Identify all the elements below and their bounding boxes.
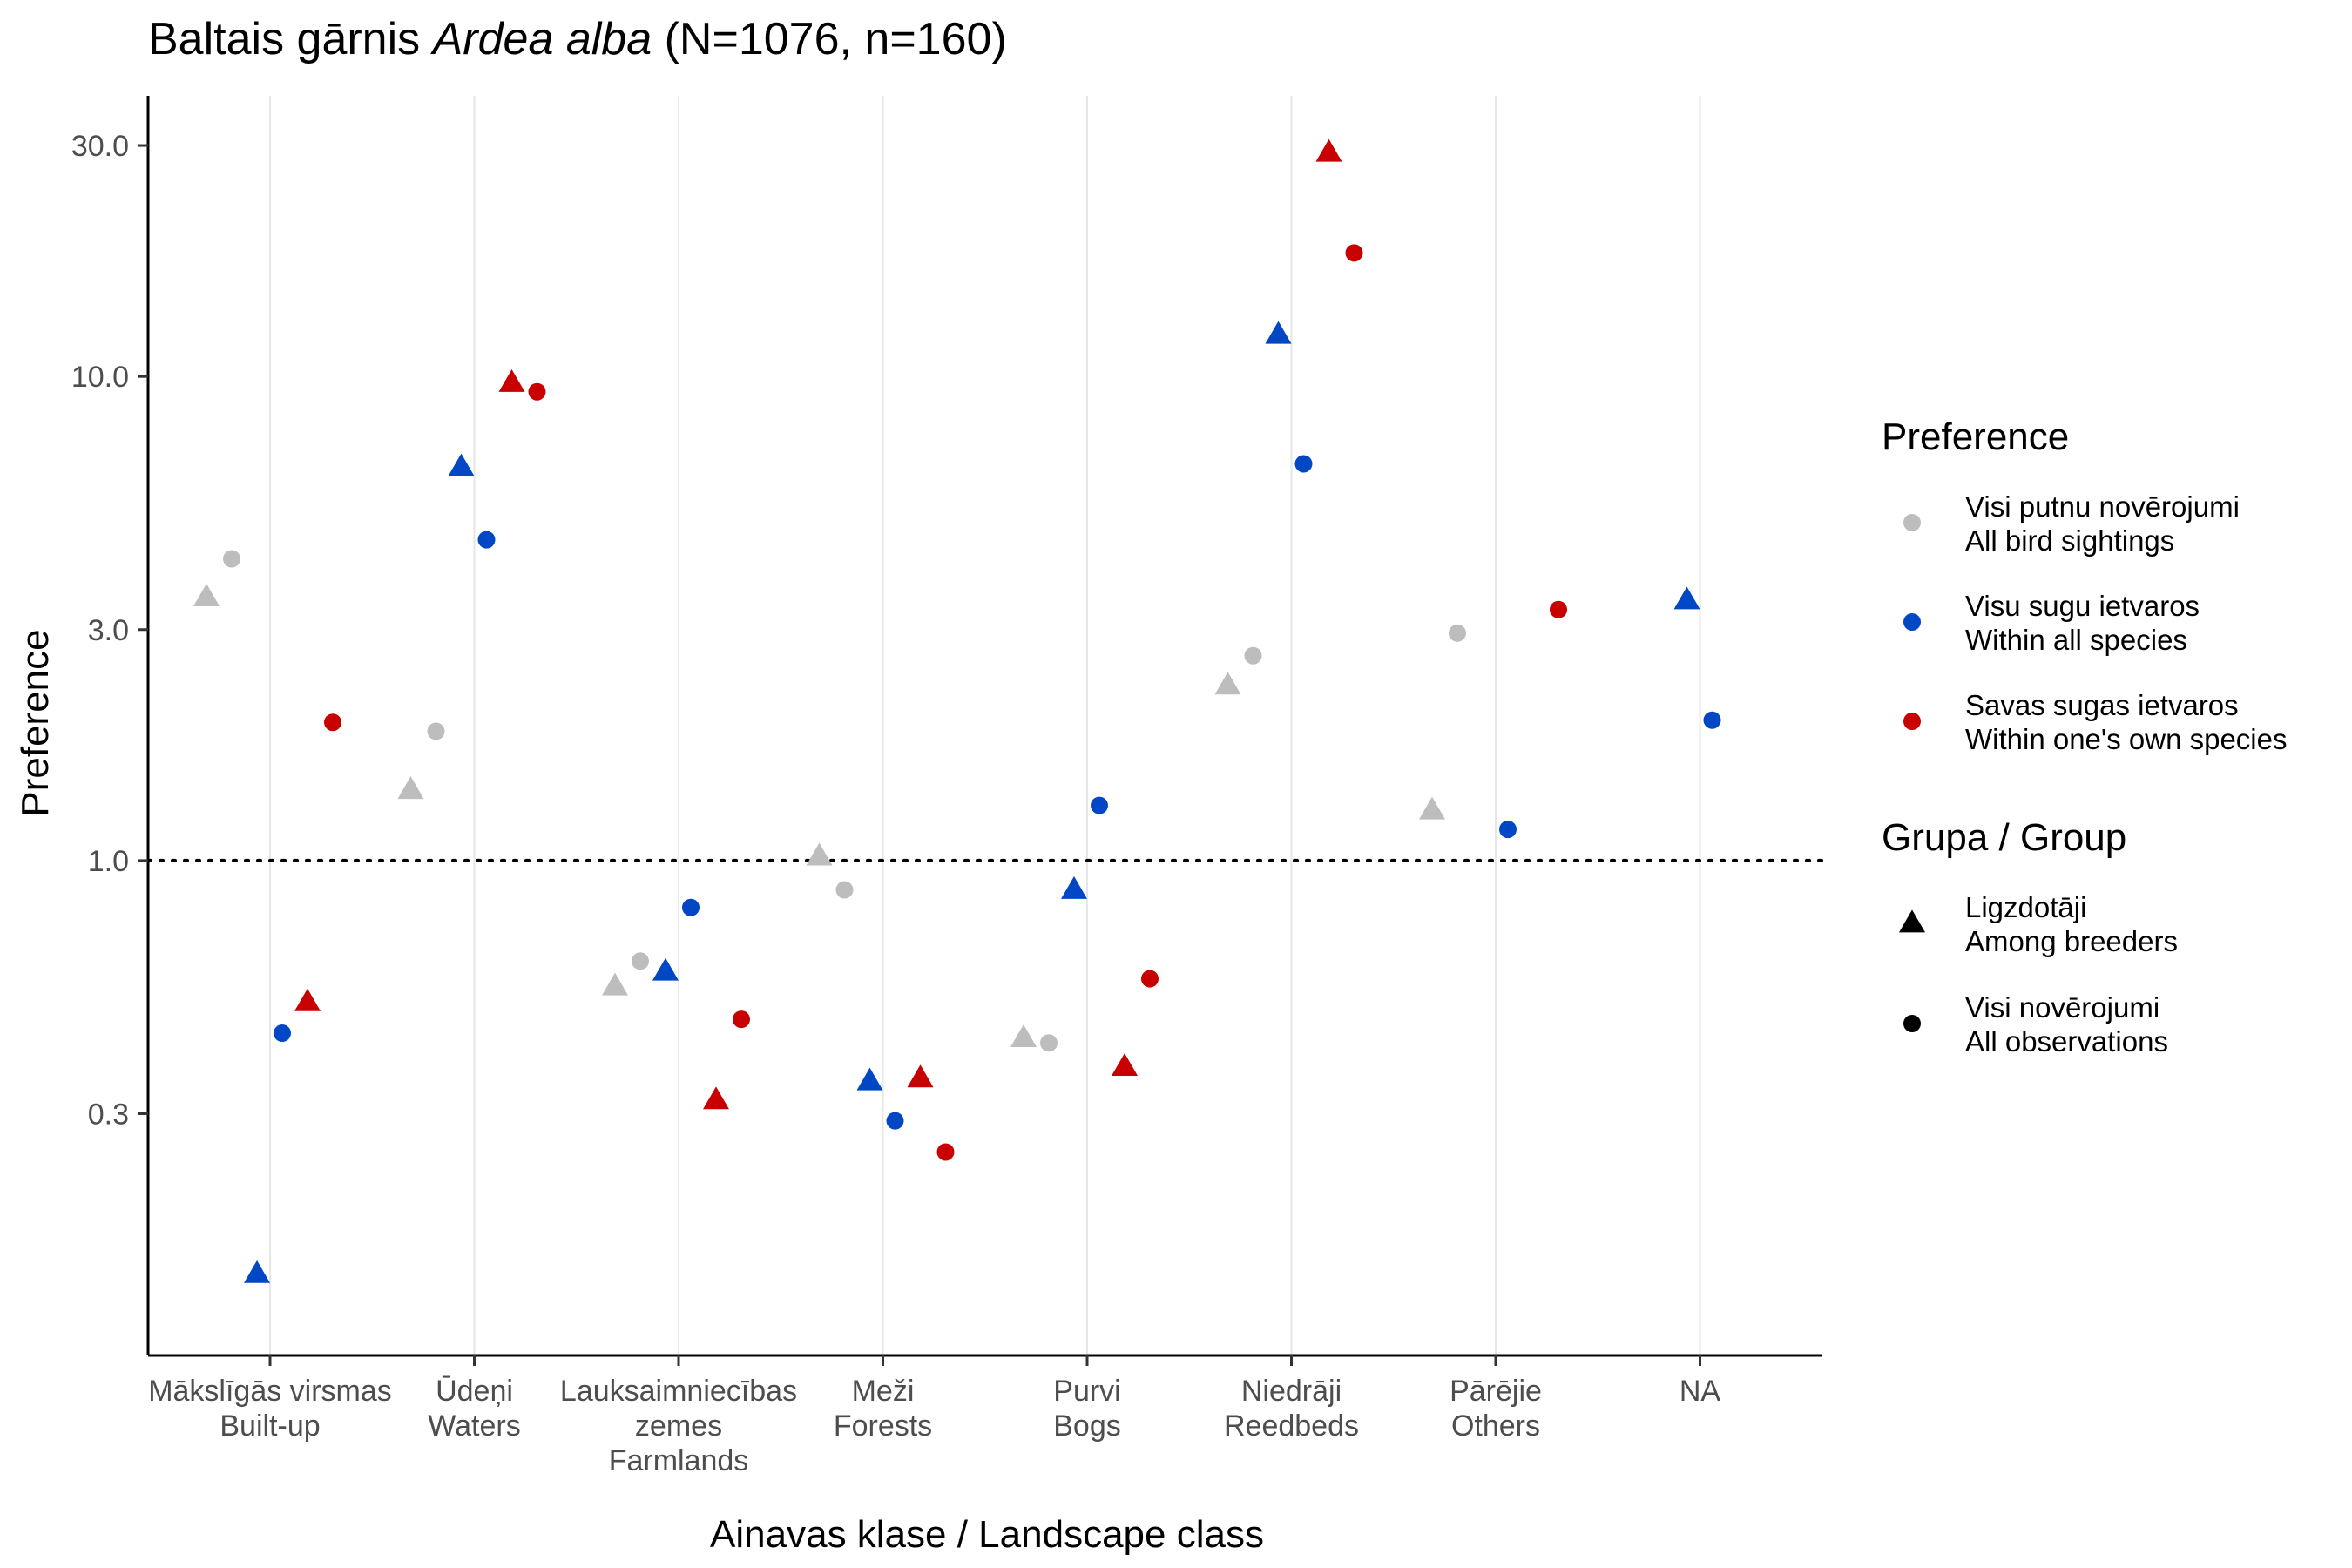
x-tick-label: Meži Forests [834, 1375, 932, 1443]
data-point-triangle [1010, 1024, 1037, 1047]
data-point-circle [632, 952, 649, 970]
legend-key-circle [1903, 514, 1921, 531]
legend-title-group: Grupa / Group [1882, 816, 2126, 859]
legend-key-triangle [1899, 909, 1925, 933]
x-tick-label: Mākslīgās virsmas Built-up [148, 1375, 392, 1443]
data-point-triangle [193, 583, 220, 606]
y-tick-label: 0.3 [88, 1098, 129, 1131]
data-point-circle [1141, 970, 1159, 988]
data-point-circle [886, 1112, 904, 1130]
data-point-circle [1294, 455, 1313, 473]
legend: Preference Visi putnu novērojumi All bird … [1882, 416, 2287, 1058]
x-tick-label: Lauksaimniecības zemes Farmlands [560, 1375, 797, 1477]
grid [269, 96, 1701, 1355]
data-point-triangle [1112, 1053, 1138, 1077]
y-axis: 0.3 1.0 3.0 10.0 30.0 [71, 130, 148, 1131]
legend-key-circle [1903, 713, 1921, 730]
legend-label: Visi putnu novērojumi All bird sightings [1965, 490, 2240, 557]
data-point-triangle [1315, 139, 1342, 162]
y-tick-label: 1.0 [88, 845, 129, 878]
data-point-circle [223, 550, 240, 568]
x-tick-label: NA [1680, 1375, 1721, 1408]
x-tick-label: Pārējie Others [1450, 1375, 1542, 1443]
y-tick-label: 30.0 [71, 130, 129, 163]
chart-title: Baltais gārnis Ardea alba (N=1076, n=160… [148, 14, 1007, 64]
data-point-circle [1499, 821, 1517, 839]
data-point-triangle [397, 776, 424, 800]
data-point-triangle [856, 1067, 883, 1091]
legend-label: Visu sugu ietvaros Within all species [1965, 590, 2200, 656]
data-point-circle [1703, 711, 1721, 729]
data-point-circle [1091, 796, 1108, 814]
data-point-triangle [1061, 875, 1087, 899]
legend-label: Ligzdotāji Among breeders [1965, 891, 2178, 957]
legend-title-preference: Preference [1882, 416, 2069, 458]
title-prefix: Baltais gārnis [148, 14, 433, 64]
data-point-circle [835, 881, 854, 899]
title-species: Ardea alba [430, 14, 652, 64]
data-point-circle [1550, 600, 1567, 618]
data-point-circle [324, 713, 341, 732]
legend-label: Savas sugas ietvaros Within one's own spe… [1965, 689, 2287, 755]
data-point-circle [1449, 624, 1466, 642]
x-tick-label: Ūdeņi Waters [428, 1375, 520, 1443]
data-point-triangle [602, 972, 628, 996]
data-point-triangle [1265, 321, 1292, 344]
x-tick-label: Purvi Bogs [1053, 1375, 1121, 1443]
data-point-circle [274, 1024, 291, 1043]
data-point-triangle [1419, 796, 1445, 820]
data-point-triangle [1214, 672, 1241, 695]
x-tick-label: Niedrāji Reedbeds [1224, 1375, 1359, 1443]
data-point-triangle [703, 1086, 729, 1110]
data-point-triangle [1673, 586, 1700, 610]
data-point-triangle [907, 1064, 934, 1088]
x-axis-title: Ainavas klase / Landscape class [710, 1513, 1264, 1556]
legend-key-circle [1903, 613, 1921, 631]
y-axis-title: Preference [14, 629, 57, 816]
data-point-triangle [652, 957, 679, 981]
data-point-circle [477, 531, 496, 549]
data-point-triangle [294, 988, 321, 1011]
data-point-circle [733, 1010, 750, 1029]
data-point-triangle [806, 842, 833, 866]
data-point-circle [427, 722, 445, 740]
data-point-circle [1345, 244, 1363, 262]
y-tick-label: 10.0 [71, 361, 129, 394]
data-point-circle [682, 898, 700, 916]
data-point-circle [1040, 1034, 1058, 1052]
legend-label: Visi novērojumi All observations [1965, 991, 2168, 1058]
y-tick-label: 3.0 [88, 614, 129, 647]
data-point-circle [936, 1143, 955, 1161]
data-point-triangle [448, 453, 475, 476]
data-point-circle [528, 382, 546, 401]
legend-key-circle [1903, 1015, 1921, 1032]
data-point-circle [1244, 646, 1262, 665]
x-axis: Mākslīgās virsmas Built-up Ūdeņi Waters Lauk… [148, 1355, 1720, 1477]
title-suffix: (N=1076, n=160) [652, 14, 1007, 64]
data-point-triangle [498, 368, 525, 392]
data-points [193, 139, 1721, 1283]
data-point-triangle [244, 1260, 270, 1283]
